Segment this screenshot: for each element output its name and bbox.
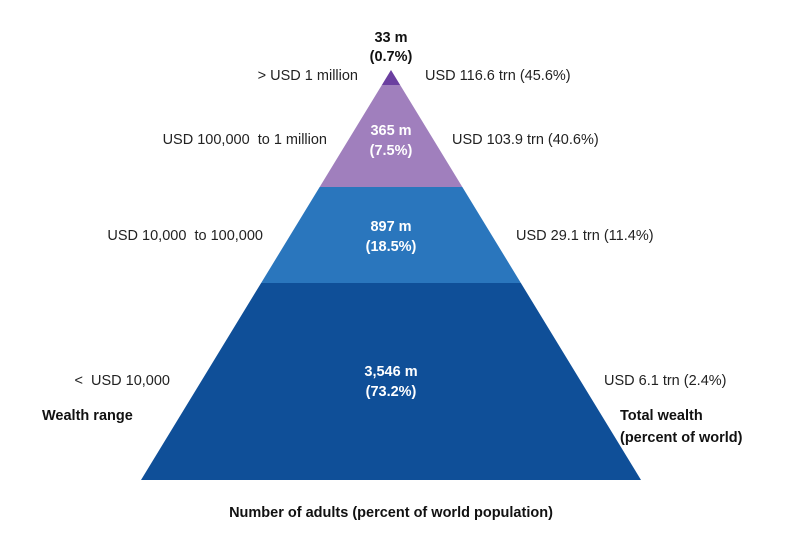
tier-2-adults-count: 365 m — [370, 123, 411, 139]
tier-1-adults-percent: (0.7%) — [370, 49, 413, 65]
pyramid-tier-3 — [261, 187, 521, 283]
pyramid-tier-1 — [381, 70, 401, 85]
tier-4-total-wealth: USD 6.1 trn (2.4%) — [604, 373, 727, 389]
tier-2-adults-percent: (7.5%) — [370, 143, 413, 159]
tier-3-adults-percent: (18.5%) — [366, 239, 417, 255]
tier-3-total-wealth: USD 29.1 trn (11.4%) — [516, 228, 654, 244]
tier-2-total-wealth: USD 103.9 trn (40.6%) — [452, 132, 599, 148]
tier-4-wealth-range: < USD 10,000 — [74, 373, 170, 389]
bottom-axis-label: Number of adults (percent of world popul… — [229, 505, 553, 521]
left-axis-label: Wealth range — [42, 408, 133, 424]
right-axis-label-line1: Total wealth — [620, 408, 703, 424]
tier-4-adults-count: 3,546 m — [364, 364, 417, 380]
pyramid-tier-4 — [141, 283, 641, 480]
pyramid-tiers — [141, 70, 641, 480]
tier-3-adults-count: 897 m — [370, 219, 411, 235]
tier-4-adults-percent: (73.2%) — [366, 384, 417, 400]
tier-1-total-wealth: USD 116.6 trn (45.6%) — [425, 68, 571, 84]
tier-2-wealth-range: USD 100,000 to 1 million — [163, 132, 327, 148]
tier-3-wealth-range: USD 10,000 to 100,000 — [107, 228, 263, 244]
pyramid-labels: 33 m (0.7%) > USD 1 million USD 116.6 trn (… — [74, 30, 726, 400]
tier-1-wealth-range: > USD 1 million — [258, 68, 358, 84]
tier-1-adults-count: 33 m — [374, 30, 407, 46]
pyramid-tier-2 — [319, 85, 463, 187]
right-axis-label-line2: (percent of world) — [620, 430, 743, 446]
